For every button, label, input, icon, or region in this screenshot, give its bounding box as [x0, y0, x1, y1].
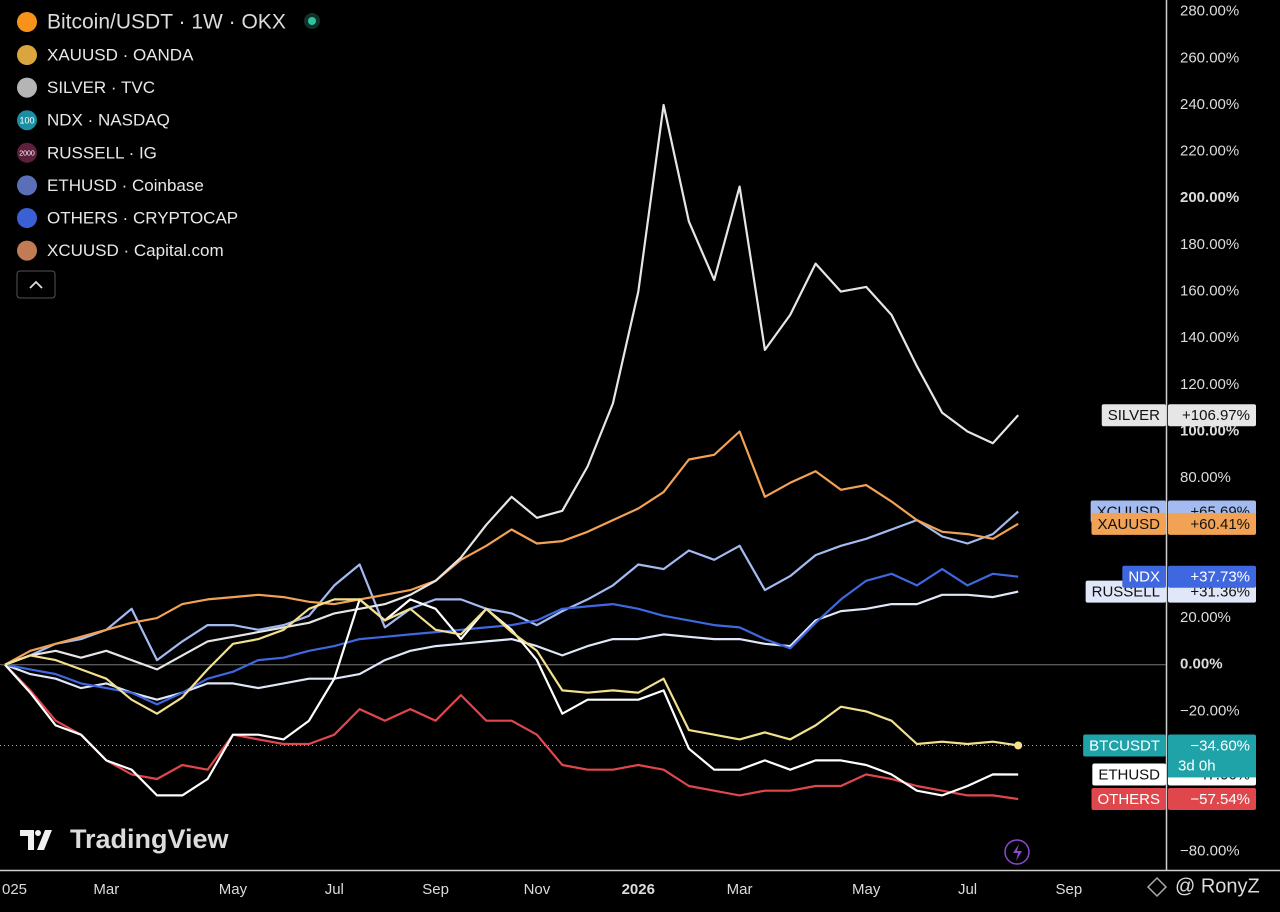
y-tick-label: 200.00%	[1180, 189, 1239, 206]
legend-icon	[17, 240, 37, 261]
x-tick-label: Sep	[422, 881, 449, 898]
value-tag: −34.60%	[1190, 737, 1250, 754]
legend-icon-label: 2000	[19, 151, 35, 158]
y-tick-label: 160.00%	[1180, 283, 1239, 300]
y-tick-label: 120.00%	[1180, 376, 1239, 393]
status-dot	[308, 17, 316, 25]
collapse-chevron	[29, 280, 43, 289]
y-tick-label: −80.00%	[1180, 842, 1240, 859]
name-tag: OTHERS	[1097, 791, 1160, 808]
y-tick-label: 80.00%	[1180, 469, 1231, 486]
legend-icon-label: 100	[19, 116, 34, 126]
legend-entry: OTHERS · CRYPTOCAP	[47, 208, 238, 227]
y-tick-label: 100.00%	[1180, 422, 1239, 439]
value-tag: +60.41%	[1190, 516, 1250, 533]
y-tick-label: 220.00%	[1180, 143, 1239, 160]
symbol-title: Bitcoin/USDT · 1W · OKX	[47, 11, 286, 34]
x-tick-label: Jul	[958, 881, 977, 898]
x-tick-label: May	[852, 881, 881, 898]
lightning-button[interactable]	[1004, 839, 1030, 865]
legend-icon	[17, 208, 37, 228]
name-tag: BTCUSDT	[1089, 737, 1160, 754]
brand-icon	[20, 830, 52, 850]
watermark-icon	[1146, 876, 1168, 898]
y-tick-label: 260.00%	[1180, 49, 1239, 66]
lightning-icon	[1013, 844, 1022, 861]
legend-icon	[17, 77, 37, 98]
collapse-button[interactable]	[16, 270, 56, 299]
legend-entry: SILVER · TVC	[47, 78, 155, 97]
y-tick-label: −20.00%	[1180, 702, 1240, 719]
series-line	[4, 663, 1019, 801]
value-tag: −57.54%	[1190, 791, 1250, 808]
legend-icon	[17, 175, 37, 196]
y-tick-label: 240.00%	[1180, 96, 1239, 113]
brand-text: TradingView	[70, 824, 230, 854]
name-tag: ETHUSD	[1098, 766, 1160, 783]
name-tag: NDX	[1128, 569, 1160, 586]
value-tag: +37.73%	[1190, 569, 1250, 586]
brand-logo: TradingView	[20, 824, 230, 854]
name-tag: XAUUSD	[1097, 516, 1160, 533]
x-tick-label: Mar	[727, 881, 753, 898]
value-tag-bg	[1168, 512, 1256, 535]
value-tag: +106.97%	[1182, 407, 1250, 424]
x-tick-label: Sep	[1056, 881, 1083, 898]
countdown-bg	[1168, 755, 1256, 778]
name-tag-bg	[1101, 404, 1166, 427]
series-line	[4, 590, 1019, 701]
value-tag-bg	[1168, 787, 1256, 810]
legend-entry: RUSSELL · IG	[47, 143, 157, 162]
name-tag-bg	[1091, 787, 1166, 810]
countdown: 3d 0h	[1178, 757, 1216, 774]
symbol-icon	[17, 12, 37, 32]
name-tag-bg	[1091, 512, 1166, 535]
series-line	[4, 103, 1020, 671]
x-tick-label: Mar	[93, 881, 119, 898]
watermark: @ RonyZ	[1175, 875, 1260, 897]
name-tag-bg	[1092, 763, 1166, 786]
legend-icon	[17, 45, 37, 65]
y-tick-label: 20.00%	[1180, 609, 1231, 626]
name-tag-bg	[1083, 734, 1166, 757]
series-line	[4, 568, 1019, 706]
legend-icon	[17, 142, 37, 163]
brand-icon-dot	[35, 830, 41, 836]
name-tag: RUSSELL	[1092, 584, 1160, 601]
name-tag: SILVER	[1108, 407, 1160, 424]
x-tick-label: 2026	[622, 881, 655, 898]
series-line	[4, 598, 1019, 747]
last-point	[1014, 741, 1023, 750]
value-tag-bg	[1168, 734, 1256, 757]
legend-entry: NDX · NASDAQ	[47, 111, 170, 130]
y-tick-label: 0.00%	[1180, 656, 1223, 673]
name-tag-bg	[1122, 565, 1166, 588]
legend-entry: ETHUSD · Coinbase	[47, 176, 204, 195]
y-tick-label: 180.00%	[1180, 236, 1239, 253]
x-tick-label: May	[219, 881, 248, 898]
series-line	[4, 598, 1019, 797]
legend: Bitcoin/USDT · 1W · OKX XAUUSD · OANDA SI…	[16, 11, 320, 299]
x-tick-label: 025	[2, 881, 27, 898]
series-line	[4, 510, 1019, 666]
x-tick-label: Jul	[325, 881, 344, 898]
value-tag-bg	[1168, 404, 1256, 427]
series-line	[4, 430, 1019, 666]
x-tick-label: Nov	[524, 881, 551, 898]
legend-icon	[17, 110, 37, 131]
legend-entry: XCUUSD · Capital.com	[47, 241, 224, 260]
y-tick-label: 140.00%	[1180, 329, 1239, 346]
legend-entry: XAUUSD · OANDA	[47, 45, 194, 64]
y-tick-label: 280.00%	[1180, 3, 1239, 20]
value-tag-bg	[1168, 565, 1256, 588]
value-tag: +31.36%	[1190, 584, 1250, 601]
